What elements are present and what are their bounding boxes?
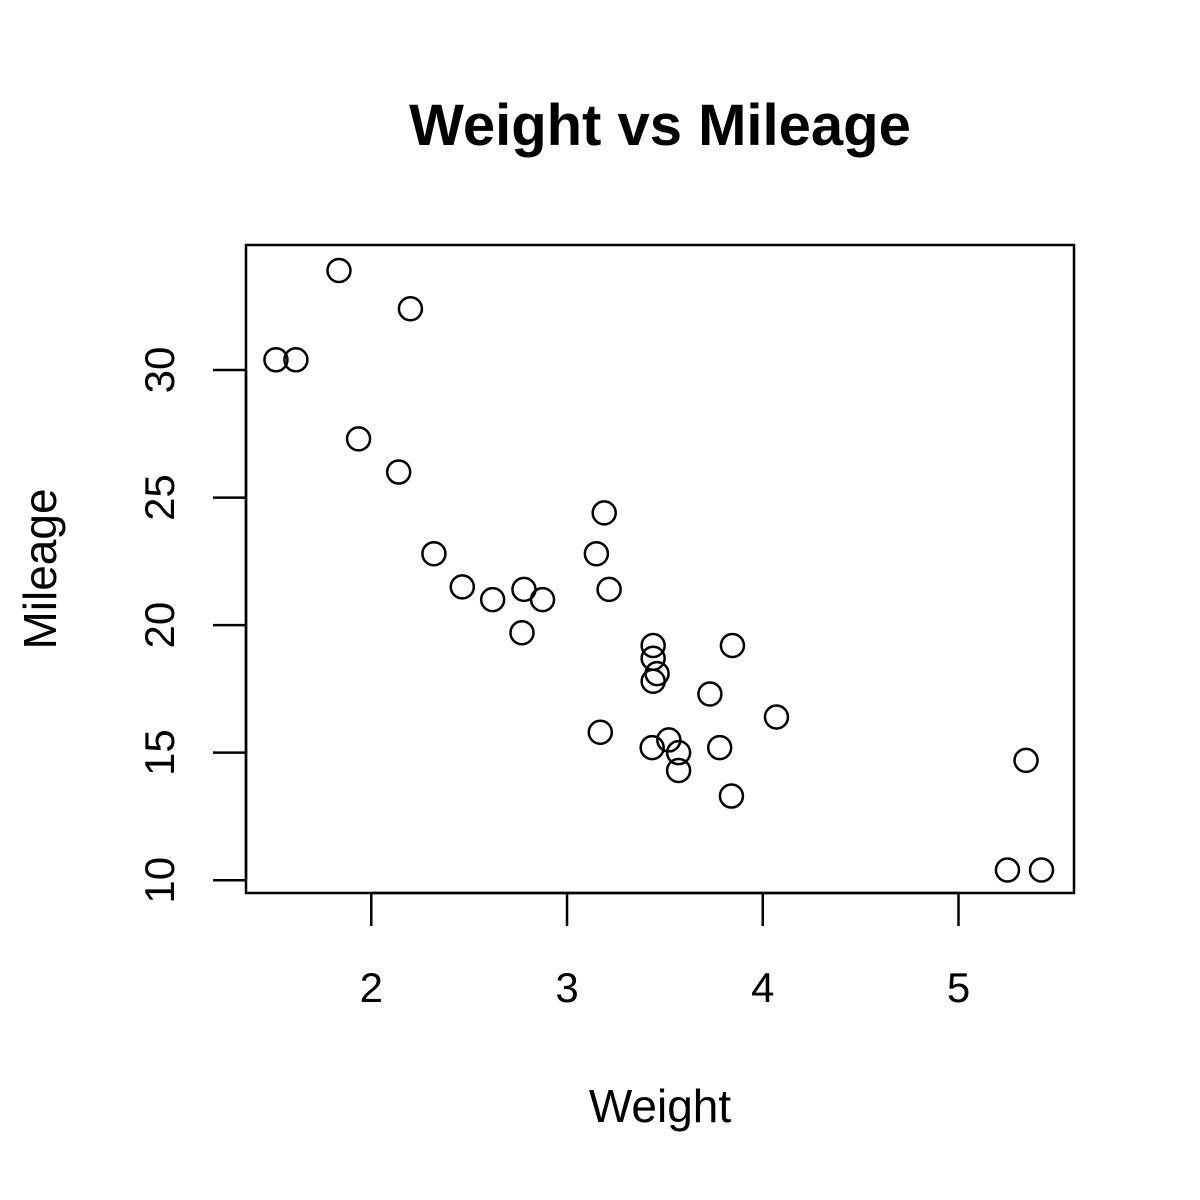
data-point <box>640 668 666 695</box>
x-axis: 2 3 4 5 <box>360 891 970 1011</box>
x-tick-label: 2 <box>360 964 383 1011</box>
data-point <box>697 681 723 707</box>
data-point <box>994 857 1021 883</box>
data-point <box>640 645 666 672</box>
y-tick-label: 10 <box>136 857 183 904</box>
y-tick-label: 30 <box>136 347 183 394</box>
data-point <box>511 576 537 603</box>
x-tick-label: 5 <box>947 964 970 1011</box>
chart-title: Weight vs Mileage <box>409 93 911 158</box>
data-point <box>583 540 610 567</box>
y-tick-label: 25 <box>136 474 183 521</box>
data-points <box>263 257 1055 883</box>
data-point <box>1028 857 1055 883</box>
data-point <box>706 734 733 761</box>
data-point <box>449 574 476 600</box>
data-point <box>326 257 352 284</box>
data-point <box>763 704 790 730</box>
data-point <box>656 727 682 753</box>
plot-frame <box>244 243 1076 895</box>
data-point <box>596 576 622 603</box>
data-point <box>421 540 447 567</box>
data-point <box>665 757 692 784</box>
data-point <box>587 719 614 746</box>
x-tick-label: 3 <box>555 964 578 1011</box>
data-point <box>283 347 309 373</box>
data-point <box>591 500 617 526</box>
data-point <box>397 296 424 322</box>
y-axis-label: Mileage <box>14 488 66 649</box>
y-axis: 10 15 20 25 30 <box>136 347 248 904</box>
data-point <box>640 632 666 659</box>
data-point <box>345 426 372 452</box>
data-point <box>639 734 665 761</box>
data-point <box>263 347 289 373</box>
data-point <box>665 739 692 766</box>
y-tick-label: 20 <box>136 602 183 649</box>
data-point <box>509 620 535 646</box>
x-axis-label: Weight <box>589 1080 732 1132</box>
data-point <box>1013 747 1039 774</box>
data-point <box>719 632 746 659</box>
data-point <box>718 783 745 809</box>
x-tick-label: 4 <box>751 964 774 1011</box>
y-tick-label: 15 <box>136 729 183 776</box>
data-point <box>385 459 412 485</box>
data-point <box>479 586 506 613</box>
